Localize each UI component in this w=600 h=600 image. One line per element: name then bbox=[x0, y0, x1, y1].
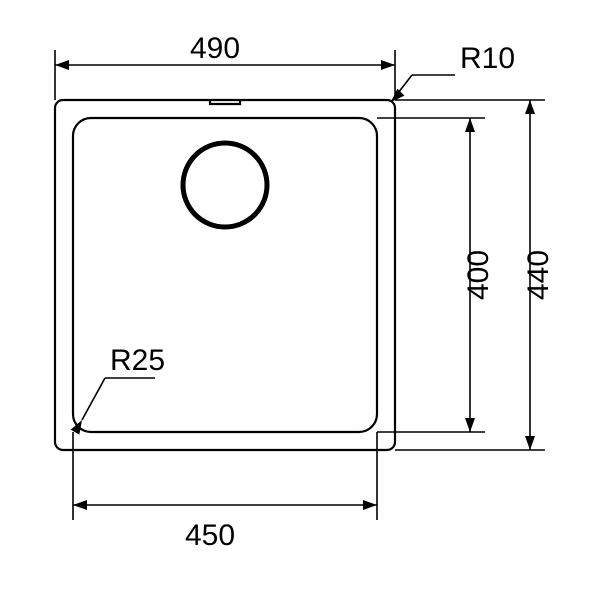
dim-bottom-label: 450 bbox=[185, 519, 235, 552]
dim-inner-height-label: 400 bbox=[462, 250, 495, 300]
inner-rect bbox=[73, 118, 377, 432]
drain-circle bbox=[183, 143, 267, 227]
dim-top-label: 490 bbox=[190, 32, 240, 65]
dim-outer-height-label: 440 bbox=[522, 250, 555, 300]
radius-r25-label: R25 bbox=[110, 344, 165, 377]
radius-r10-label: R10 bbox=[460, 42, 515, 75]
outer-rect bbox=[55, 100, 395, 450]
technical-drawing: 490 450 440 400 R10 R25 bbox=[0, 0, 600, 600]
